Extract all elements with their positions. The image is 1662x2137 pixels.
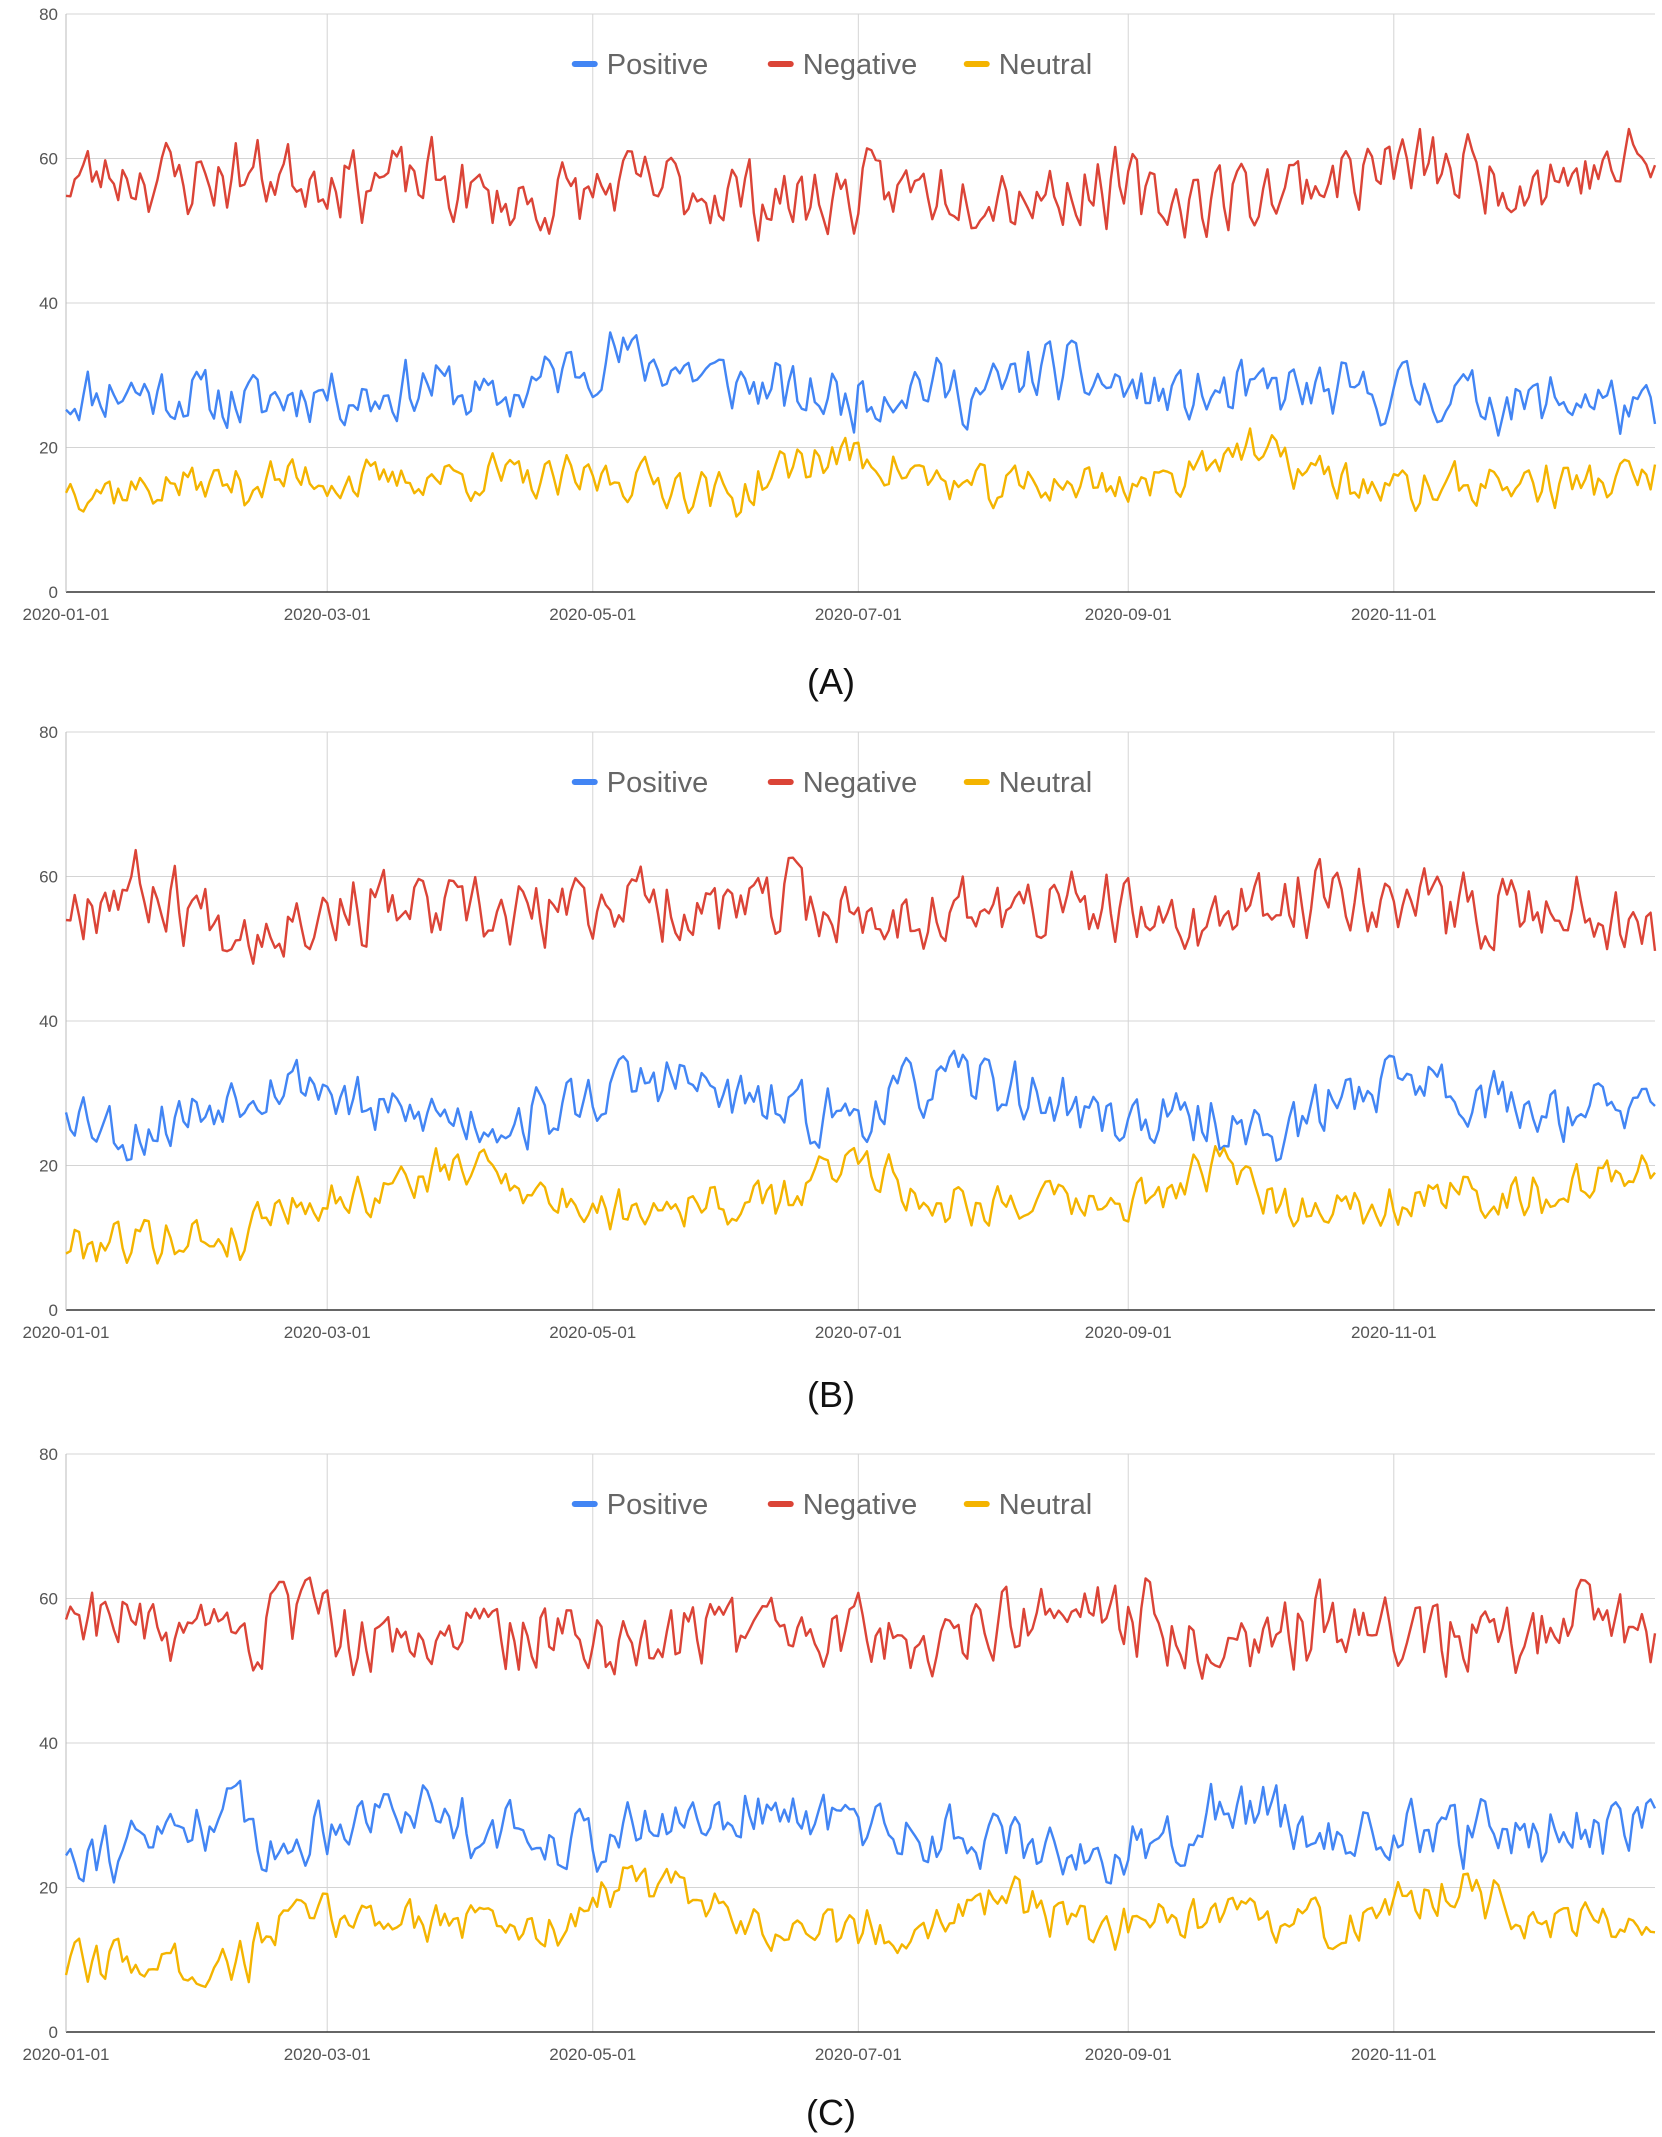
chart-a-svg: 0 20 40 60 80 2020-01-01 2020-03-01 2020-05-01 2… (23, 5, 1657, 624)
legend-label-neutral: Neutral (999, 767, 1093, 799)
x-tick-label: 2020-05-01 (549, 2045, 636, 2064)
x-tick-label: 2020-05-01 (549, 605, 636, 624)
x-tick-label: 2020-09-01 (1085, 605, 1172, 624)
series-line-negative (65, 127, 1657, 242)
legend-label-neutral: Neutral (999, 1489, 1093, 1521)
x-tick-label: 2020-07-01 (815, 1323, 902, 1342)
x-tick-label: 2020-03-01 (284, 1323, 371, 1342)
legend-label-negative: Negative (803, 1489, 917, 1521)
caption-a: (A) (807, 661, 855, 702)
y-tick-label: 40 (39, 1734, 58, 1753)
series-line-negative (65, 848, 1657, 965)
y-tick-label: 40 (39, 1012, 58, 1031)
y-tick-label: 40 (39, 294, 58, 313)
y-tick-label: 80 (39, 723, 58, 742)
x-tick-label: 2020-05-01 (549, 1323, 636, 1342)
x-tick-label: 2020-03-01 (284, 2045, 371, 2064)
x-tick-label: 2020-07-01 (815, 605, 902, 624)
y-tick-label: 20 (39, 1879, 58, 1898)
legend-label-positive: Positive (607, 1489, 709, 1521)
legend-label-positive: Positive (607, 767, 709, 799)
panel-b: 0 20 40 60 80 2020-01-01 2020-03-01 2020-05-01 2… (0, 718, 1662, 1418)
x-tick-label: 2020-11-01 (1351, 605, 1437, 624)
x-tick-label: 2020-01-01 (23, 605, 110, 624)
series-line-neutral (64, 427, 1657, 518)
y-tick-label: 60 (39, 868, 58, 887)
series-line-neutral (65, 1145, 1656, 1265)
panel-c: 0 20 40 60 80 2020-01-01 2020-03-01 2020-05-01 2… (0, 1440, 1662, 2137)
legend-label-negative: Negative (803, 49, 917, 81)
x-tick-label: 2020-09-01 (1085, 2045, 1172, 2064)
y-tick-label: 20 (39, 439, 58, 458)
panel-a: 0 20 40 60 80 2020-01-01 2020-03-01 2020-05-01 2… (0, 0, 1662, 702)
x-tick-label: 2020-03-01 (284, 605, 371, 624)
y-tick-label: 80 (39, 1445, 58, 1464)
series-line-positive (65, 1779, 1657, 1885)
y-tick-label: 0 (49, 583, 58, 602)
y-tick-label: 80 (39, 5, 58, 24)
y-tick-label: 60 (39, 150, 58, 169)
y-tick-label: 0 (49, 2023, 58, 2042)
series-line-positive (64, 1049, 1656, 1162)
y-tick-label: 60 (39, 1590, 58, 1609)
x-tick-label: 2020-11-01 (1351, 2045, 1437, 2064)
legend-label-positive: Positive (607, 49, 709, 81)
x-tick-label: 2020-09-01 (1085, 1323, 1172, 1342)
x-tick-label: 2020-11-01 (1351, 1323, 1437, 1342)
series-line-neutral (64, 1864, 1656, 1989)
chart-c-svg: 0 20 40 60 80 2020-01-01 2020-03-01 2020-05-01 2… (23, 1445, 1657, 2064)
caption-b: (B) (807, 1374, 855, 1415)
legend-label-negative: Negative (803, 767, 917, 799)
y-tick-label: 0 (49, 1301, 58, 1320)
legend-label-neutral: Neutral (999, 49, 1093, 81)
x-tick-label: 2020-01-01 (23, 2045, 110, 2064)
x-tick-label: 2020-07-01 (815, 2045, 902, 2064)
caption-c: (C) (806, 2092, 856, 2133)
chart-b-svg: 0 20 40 60 80 2020-01-01 2020-03-01 2020-05-01 2… (23, 723, 1657, 1342)
series-line-negative (64, 1576, 1657, 1680)
series-line-positive (65, 331, 1657, 437)
y-tick-label: 20 (39, 1157, 58, 1176)
x-tick-label: 2020-01-01 (23, 1323, 110, 1342)
